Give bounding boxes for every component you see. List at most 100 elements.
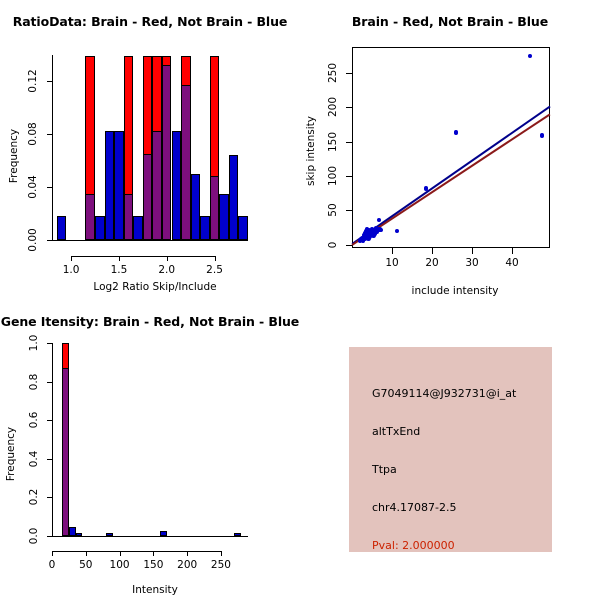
x-tick — [52, 551, 53, 556]
x-tick-label: 250 — [210, 559, 231, 571]
gene-bar-not-brain — [106, 533, 113, 536]
y-tick-label: 0 — [327, 241, 339, 248]
ratio-bar-not-brain — [228, 155, 239, 240]
x-tick — [512, 248, 513, 254]
y-tick-label: 250 — [327, 63, 339, 84]
y-tick-label: 0.8 — [28, 373, 40, 390]
ratio-histogram-baseline — [52, 240, 248, 241]
x-tick — [432, 248, 433, 254]
x-tick — [167, 256, 168, 261]
ratio-histogram-x-axis-label: Log2 Ratio Skip/Include — [93, 281, 217, 293]
scatter-point — [453, 130, 459, 136]
scatter-point — [378, 227, 384, 233]
ratio-bar-not-brain — [190, 173, 201, 240]
y-tick-label: 0.2 — [28, 489, 40, 506]
y-tick — [47, 536, 52, 537]
ratio-bar-not-brain — [219, 193, 229, 240]
x-tick — [392, 248, 393, 254]
scatter-title: Brain - Red, Not Brain - Blue — [351, 14, 549, 29]
y-tick-label: 0.08 — [27, 122, 39, 146]
ratio-histogram-x-axis — [71, 256, 215, 257]
x-tick-label: 1.5 — [110, 264, 128, 276]
x-tick — [120, 551, 121, 556]
x-tick-label: 150 — [143, 559, 164, 571]
y-tick — [47, 343, 52, 344]
scatter-y-axis-label: skip intensity — [305, 116, 317, 186]
gene-histogram-title: Gene Itensity: Brain - Red, Not Brain - … — [0, 314, 300, 329]
gene-bar-not-brain — [160, 530, 167, 536]
ratio-bar-not-brain — [56, 216, 67, 240]
y-tick-label: 50 — [327, 203, 339, 217]
ratio-bar-not-brain — [95, 216, 105, 240]
ratio-bar-overlap — [209, 176, 220, 240]
ratio-bar-overlap — [85, 193, 95, 240]
y-tick — [346, 176, 352, 177]
y-tick — [346, 142, 352, 143]
ratio-bar-not-brain — [133, 216, 143, 240]
y-tick — [346, 245, 352, 246]
scatter-point — [539, 133, 545, 138]
x-tick — [153, 551, 154, 556]
gene-histogram-baseline — [52, 536, 248, 537]
x-tick — [215, 256, 216, 261]
scatter-frame — [352, 47, 550, 248]
x-tick — [187, 551, 188, 556]
x-tick-label: 2.5 — [206, 264, 223, 276]
ratio-bar-overlap — [181, 85, 191, 240]
gene-histogram-x-axis — [52, 551, 221, 552]
ratio-bar-not-brain — [171, 131, 182, 240]
y-tick — [346, 107, 352, 108]
info-pval: Pval: 2.000000 — [372, 539, 455, 552]
y-tick — [47, 382, 52, 383]
info-probe-id: G7049114@J932731@i_at — [372, 387, 517, 400]
scatter-point — [369, 227, 375, 232]
scatter-x-axis-label: include intensity — [411, 285, 499, 297]
y-tick-label: 0.12 — [27, 69, 39, 93]
x-tick — [472, 248, 473, 254]
gene-histogram-y-axis — [52, 343, 53, 536]
x-tick-label: 30 — [465, 257, 479, 269]
ratio-bar-not-brain — [104, 131, 115, 240]
panel-info: G7049114@J932731@i_at altTxEnd Ttpa chr4… — [300, 300, 600, 600]
ratio-bar-not-brain — [238, 216, 248, 240]
x-tick-label: 200 — [177, 559, 198, 571]
y-tick-label: 200 — [327, 97, 339, 118]
scatter-point — [368, 232, 374, 238]
x-tick — [221, 551, 222, 556]
scatter-point — [376, 217, 382, 223]
gene-histogram-x-axis-label: Intensity — [132, 584, 178, 596]
y-tick — [47, 134, 52, 135]
gene-bar-not-brain — [68, 527, 76, 536]
x-tick-label: 40 — [505, 257, 519, 269]
x-tick-label: 1.0 — [62, 264, 80, 276]
x-tick — [86, 551, 87, 556]
panel-ratio-histogram: RatioData: Brain - Red, Not Brain - Blue… — [0, 0, 300, 300]
y-tick — [47, 497, 52, 498]
panel-scatter: Brain - Red, Not Brain - Blue 0 50 100 150 2… — [300, 0, 600, 300]
y-tick — [47, 420, 52, 421]
ratio-histogram-y-axis — [52, 55, 53, 240]
y-tick — [346, 73, 352, 74]
x-tick-label: 10 — [385, 257, 399, 269]
info-locus: chr4.17087-2.5 — [372, 501, 457, 514]
ratio-histogram-title: RatioData: Brain - Red, Not Brain - Blue — [12, 14, 288, 29]
ratio-histogram-y-axis-label: Frequency — [8, 128, 20, 184]
x-tick-label: 20 — [425, 257, 439, 269]
y-tick-label: 0.4 — [28, 450, 40, 468]
y-tick-label: 0.00 — [27, 228, 39, 252]
ratio-bar-not-brain — [114, 131, 124, 240]
y-tick-label: 0.04 — [27, 175, 39, 199]
ratio-bar-not-brain — [200, 216, 210, 240]
ratio-bar-overlap — [161, 65, 172, 240]
x-tick-label: 2.0 — [158, 264, 176, 276]
y-tick — [47, 187, 52, 188]
gene-bar-overlap — [62, 368, 69, 536]
info-event-type: altTxEnd — [372, 425, 421, 438]
x-tick-label: 0 — [48, 559, 56, 571]
info-gene-symbol: Ttpa — [372, 463, 397, 476]
gene-bar-not-brain — [75, 533, 83, 536]
x-tick-label: 50 — [79, 559, 93, 571]
ratio-bar-overlap — [152, 131, 162, 240]
y-tick-label: 0.6 — [28, 411, 40, 429]
